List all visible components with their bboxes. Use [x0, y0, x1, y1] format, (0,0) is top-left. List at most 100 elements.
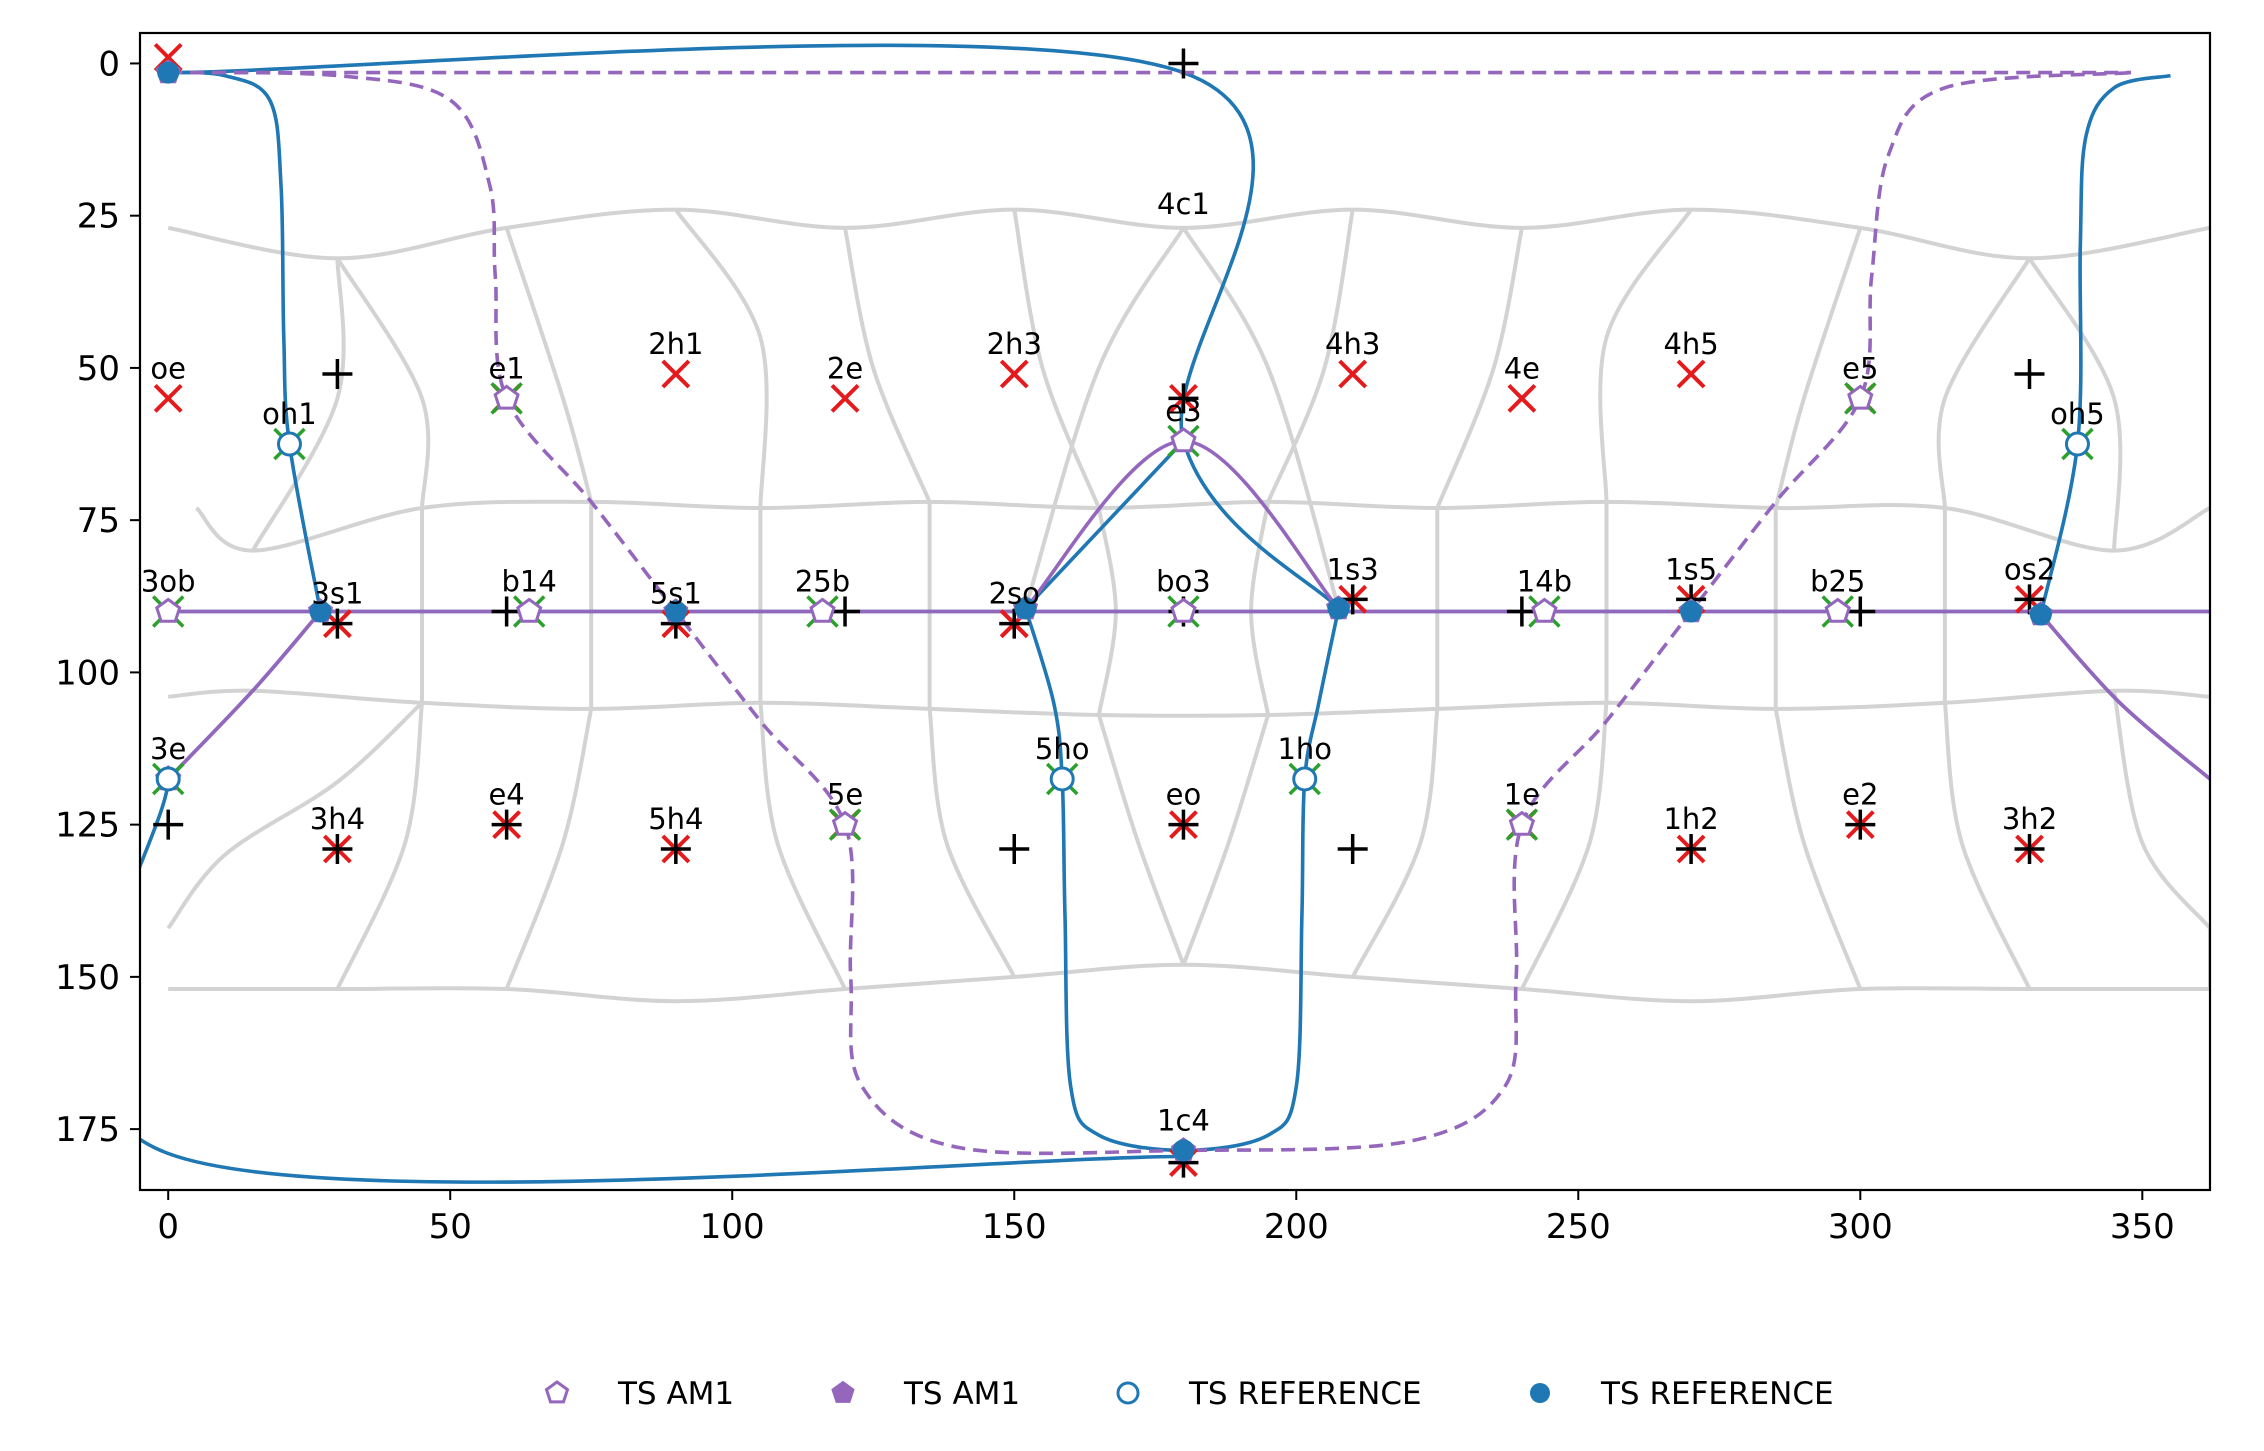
point-label: 25b — [795, 565, 850, 599]
point-label: 4e — [1504, 351, 1540, 385]
am1-curve-10 — [168, 70, 2132, 1156]
series-3-point-2 — [664, 600, 687, 623]
am1-curve-13 — [166, 610, 322, 781]
red-cross-marker-4 — [830, 383, 860, 413]
series-0-point-8 — [1824, 597, 1851, 623]
legend-label: TS AM1 — [903, 1376, 1020, 1412]
point-label: 5ho — [1035, 732, 1090, 766]
plus-marker-16 — [491, 809, 522, 840]
point-label: 3ob — [141, 565, 196, 599]
network-line-38 — [2027, 257, 2123, 551]
point-label: 4c1 — [1157, 187, 1210, 221]
x-axis: 0 50 100 150 200 250 300 350 — [157, 1190, 2175, 1247]
network-line-34 — [1773, 227, 1863, 509]
network-line-27 — [1350, 708, 1440, 978]
point-label: 4h5 — [1663, 327, 1718, 361]
network-line-24 — [1181, 714, 1271, 966]
point-label: os2 — [2004, 552, 2055, 586]
network-line-25 — [1266, 209, 1355, 503]
plus-marker-20 — [1337, 833, 1368, 864]
legend: TS AM1 TS AM1 TS REFERENCE TS REFERENCE — [544, 1376, 1834, 1412]
plus-marker-19 — [1168, 809, 1199, 840]
plot-frame — [138, 31, 2212, 1192]
network-line-5 — [335, 257, 431, 509]
network-line-11 — [504, 708, 594, 990]
point-label: 2so — [989, 577, 1040, 611]
y-tick-label: 150 — [55, 958, 120, 998]
point-label: 3h4 — [310, 802, 365, 836]
network-lines — [166, 207, 2210, 1004]
series-0-point-2 — [1847, 384, 1874, 410]
point-label: 1s3 — [1327, 552, 1379, 586]
series-2-point-2 — [155, 766, 181, 792]
network-line-30 — [1520, 702, 1609, 990]
network-line-28 — [1435, 227, 1524, 509]
series-2-point-4 — [1292, 766, 1318, 792]
red-cross-marker-8 — [1507, 383, 1537, 413]
y-tick-label: 50 — [77, 349, 120, 389]
point-label: 4h3 — [1325, 327, 1380, 361]
plus-marker-2 — [1168, 383, 1199, 414]
series-0-point-10 — [831, 810, 859, 836]
series-0-point-11 — [1508, 810, 1536, 836]
point-label: b25 — [1810, 565, 1865, 599]
legend-marker-0 — [544, 1380, 570, 1404]
plus-marker-1 — [322, 359, 353, 390]
point-labels: oe oh1 e1 2h1 2e 2h3 4c1 e3 4h3 4e 4h5 e5 oh5 3ob 3s1 b… — [141, 187, 2105, 1137]
point-label: e5 — [1842, 351, 1878, 385]
network-line-21 — [1023, 226, 1186, 610]
red-cross-marker-3 — [661, 359, 691, 389]
reference-curve-2 — [140, 778, 1184, 1184]
series-3-point-3 — [1014, 597, 1037, 620]
point-label: b14 — [502, 565, 557, 599]
reference-curve-1 — [168, 70, 323, 612]
point-label: 3h2 — [2002, 802, 2057, 836]
network-line-36 — [1942, 702, 2032, 990]
series-3-point-6 — [2029, 603, 2052, 626]
point-label: 5s1 — [650, 577, 702, 611]
plus-marker-0 — [1168, 48, 1199, 79]
point-label: 1c4 — [1157, 1103, 1210, 1137]
plus-marker-18 — [999, 833, 1030, 864]
x-tick-label: 350 — [2110, 1207, 2175, 1247]
y-tick-label: 75 — [77, 501, 120, 541]
network-line-12 — [674, 208, 769, 509]
series-0-point-1 — [1170, 427, 1197, 453]
plus-marker-23 — [1676, 833, 1707, 864]
series-0-point-6 — [1170, 597, 1197, 623]
am1-curve-14 — [2039, 613, 2210, 781]
series-0-point-3 — [155, 597, 182, 623]
plus-marker-13 — [1845, 596, 1876, 627]
plus-marker-15 — [153, 809, 184, 840]
network-line-20 — [1096, 714, 1186, 966]
network-line-2 — [168, 688, 2210, 718]
point-label: e1 — [488, 351, 524, 385]
legend-label: TS REFERENCE — [1188, 1376, 1422, 1412]
red-cross-marker-0 — [153, 383, 183, 413]
point-label: e3 — [1165, 394, 1201, 428]
x-tick-label: 250 — [1546, 1207, 1611, 1247]
y-tick-label: 175 — [55, 1110, 120, 1150]
point-label: bo3 — [1156, 565, 1211, 599]
plus-marker-5 — [491, 596, 522, 627]
plus-marker-4 — [322, 608, 353, 639]
network-line-10 — [335, 702, 424, 990]
legend-label: TS AM1 — [617, 1376, 734, 1412]
network-line-1 — [194, 499, 2210, 553]
series-0-point-5 — [809, 597, 836, 623]
network-line-6 — [251, 258, 346, 552]
series-3-point-5 — [1680, 600, 1703, 623]
point-markers — [151, 42, 2094, 1178]
network-line-37 — [1936, 257, 2032, 509]
point-label: oe — [150, 351, 186, 385]
point-label: 5h4 — [648, 802, 703, 836]
series-3-point-1 — [309, 600, 332, 623]
point-label: e4 — [488, 778, 524, 812]
point-label: e2 — [1842, 778, 1878, 812]
plus-marker-21 — [1845, 809, 1876, 840]
series-2-point-1 — [2064, 431, 2090, 457]
legend-label: TS REFERENCE — [1600, 1376, 1834, 1412]
point-label: 1ho — [1277, 732, 1332, 766]
